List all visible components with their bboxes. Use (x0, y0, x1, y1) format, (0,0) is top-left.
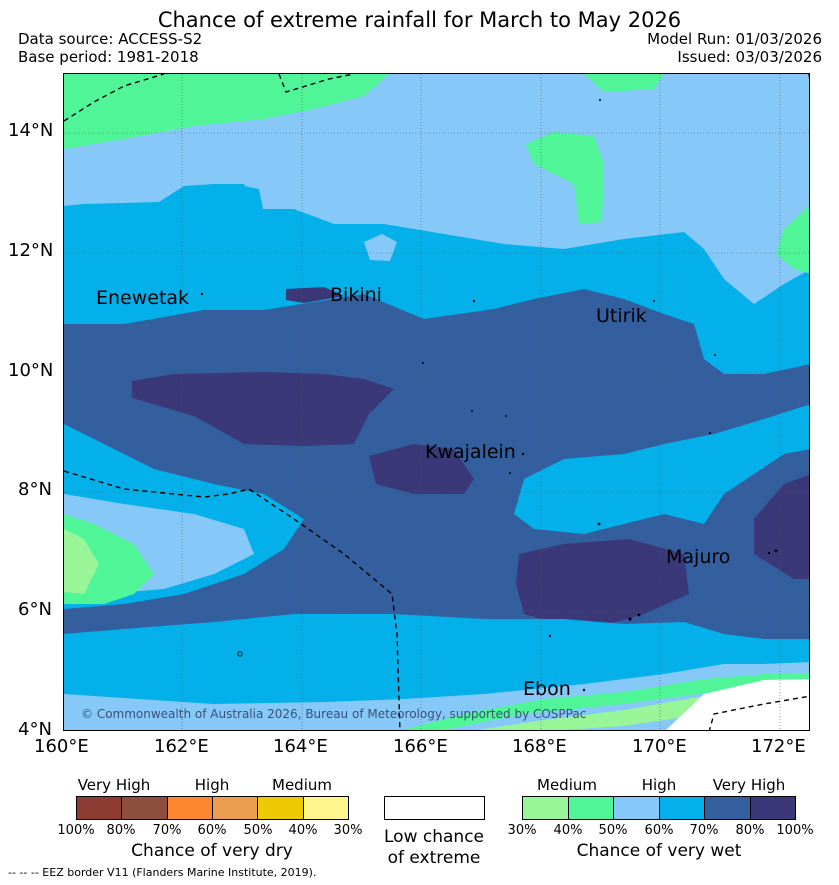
zone-50-60-north (64, 74, 809, 304)
wet-tick: 60% (644, 823, 674, 838)
lat-label-4n: 4°N (18, 719, 52, 740)
issued-date: Issued: 03/03/2026 (677, 48, 822, 66)
dry-header-very-high: Very High (77, 776, 151, 794)
place-majuro: Majuro (666, 546, 731, 568)
dry-colorbar (76, 796, 349, 820)
low-chance-swatch (384, 796, 485, 820)
zone-low-chance-se (666, 679, 809, 730)
dry-swatch-60-50 (212, 797, 259, 819)
zone-80-100-east (754, 474, 809, 579)
wet-swatch-80-100 (750, 797, 795, 819)
lon-label-164e: 164°E (273, 736, 328, 757)
map-title: Chance of extreme rainfall for March to … (157, 8, 682, 32)
wet-swatch-70-80 (705, 797, 751, 819)
lat-label-10n: 10°N (8, 360, 54, 381)
wet-tick: 70% (689, 823, 719, 838)
model-run: Model Run: 01/03/2026 (647, 30, 822, 48)
lon-label-172e: 172°E (751, 736, 806, 757)
wet-swatch-30-40 (523, 797, 569, 819)
wet-tick: 40% (553, 823, 583, 838)
place-bikini: Bikini (330, 284, 382, 306)
lat-label-14n: 14°N (8, 120, 54, 141)
lat-label-8n: 8°N (18, 479, 52, 500)
lat-label-12n: 12°N (8, 240, 54, 261)
place-enewetak: Enewetak (96, 287, 190, 309)
lon-label-170e: 170°E (632, 736, 687, 757)
dry-swatch-80-70 (122, 797, 168, 819)
dry-tick: 50% (243, 823, 273, 838)
zone-40-50-ne (584, 74, 664, 92)
wet-tick: 30% (507, 823, 537, 838)
zone-50-60-blob (364, 234, 397, 261)
base-period: Base period: 1981-2018 (18, 48, 199, 66)
dry-header-medium: Medium (272, 776, 332, 794)
zone-80-100-majuro (516, 539, 689, 631)
zone-60-70-blob (204, 184, 414, 279)
dry-swatch-100-80 (77, 797, 123, 819)
wet-tick: 80% (735, 823, 765, 838)
lon-label-160e: 160°E (34, 736, 89, 757)
dry-header-high: High (194, 776, 230, 794)
place-kwajalein: Kwajalein (425, 441, 516, 463)
dry-tick: 100% (57, 823, 95, 838)
data-source: Data source: ACCESS-S2 (18, 30, 203, 48)
zone-80-100-bikini (286, 287, 344, 303)
zone-40-50-n2 (526, 132, 604, 224)
map-canvas (64, 74, 809, 730)
lon-label-166e: 166°E (393, 736, 448, 757)
dry-tick: 80% (106, 823, 136, 838)
dry-swatch-40-30 (303, 797, 348, 819)
wet-tick: 100% (776, 823, 814, 838)
place-ebon: Ebon (523, 678, 571, 700)
wet-swatch-40-50 (568, 797, 614, 819)
dry-tick: 40% (288, 823, 318, 838)
copyright-notice: © Commonwealth of Australia 2026, Bureau… (81, 707, 587, 721)
low-chance-label-2: of extreme (387, 848, 481, 868)
zone-80-100-kwaj (369, 444, 474, 494)
zone-40-50-e (776, 205, 809, 274)
zone-40-50-nw (64, 74, 389, 149)
zone-80-100-center (132, 372, 394, 446)
lon-label-162e: 162°E (154, 736, 209, 757)
dry-tick: 70% (152, 823, 182, 838)
wet-legend-title: Chance of very wet (576, 841, 742, 861)
dry-legend-title: Chance of very dry (131, 841, 293, 861)
zone-30-40-west (64, 529, 99, 594)
dry-swatch-70-60 (167, 797, 213, 819)
eez-border (64, 74, 809, 730)
island-dots (200, 99, 778, 692)
wet-swatch-50-60 (614, 797, 660, 819)
dry-tick: 60% (197, 823, 227, 838)
zone-40-50-south (401, 674, 809, 730)
lon-label-168e: 168°E (512, 736, 567, 757)
place-utirik: Utirik (596, 305, 647, 327)
dry-swatch-50-40 (258, 797, 304, 819)
lat-label-6n: 6°N (18, 599, 52, 620)
zone-30-40-south (477, 692, 724, 730)
zone-60-70-east (514, 404, 809, 534)
wet-header-very-high: Very High (712, 776, 786, 794)
wet-colorbar (522, 796, 796, 820)
wet-header-medium: Medium (537, 776, 597, 794)
dry-tick: 30% (333, 823, 363, 838)
wet-header-high: High (641, 776, 677, 794)
low-chance-label-1: Low chance (384, 827, 484, 847)
wet-swatch-60-70 (659, 797, 705, 819)
wet-tick: 50% (598, 823, 628, 838)
eez-footnote: -- -- -- EEZ border V11 (Flanders Marine… (8, 866, 317, 879)
rainfall-map: Enewetak Bikini Utirik Kwajalein Majuro … (63, 73, 810, 731)
